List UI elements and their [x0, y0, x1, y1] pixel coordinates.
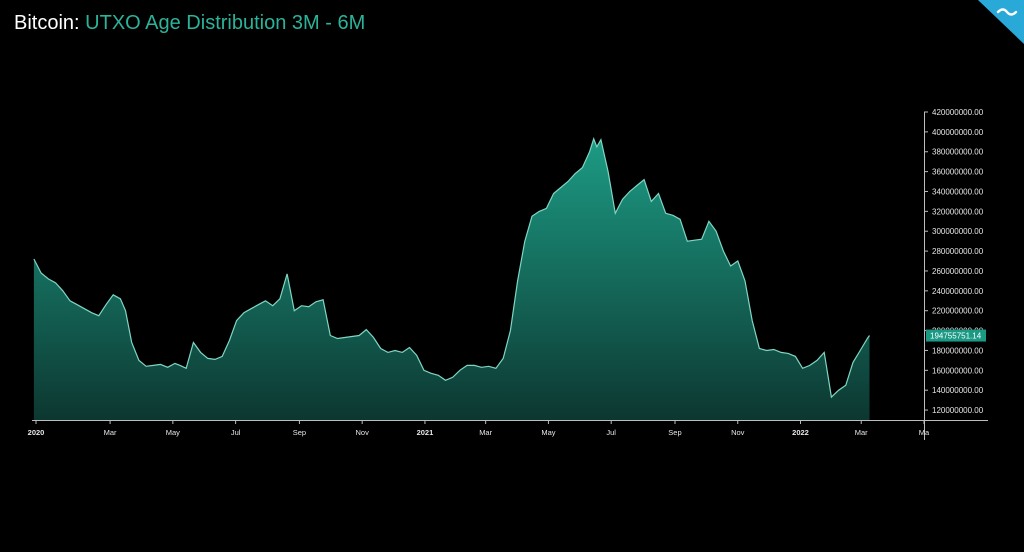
- y-tick-label: 240000000.00: [932, 287, 984, 296]
- wave-logo-icon: [978, 0, 1024, 44]
- y-tick-label: 180000000.00: [932, 346, 984, 355]
- series-area: [33, 138, 870, 421]
- x-tick-label: May: [166, 428, 180, 437]
- series-line: [33, 136, 870, 399]
- y-tick-label: 360000000.00: [932, 168, 984, 177]
- y-tick-label: 280000000.00: [932, 247, 984, 256]
- x-tick-label: Sep: [668, 428, 681, 437]
- x-tick-label: Sep: [293, 428, 306, 437]
- y-tick-label: 420000000.00: [932, 108, 984, 117]
- x-tick-label: Nov: [731, 428, 745, 437]
- x-tick-label: Mar: [104, 428, 117, 437]
- y-tick-label: 320000000.00: [932, 207, 984, 216]
- last-value-label: 194755751.14: [930, 332, 982, 341]
- x-tick-label: Mar: [479, 428, 492, 437]
- y-tick-label: 300000000.00: [932, 227, 984, 236]
- x-tick-label: Mar: [855, 428, 868, 437]
- y-tick-label: 260000000.00: [932, 267, 984, 276]
- y-tick-label: 120000000.00: [932, 406, 984, 415]
- y-tick-label: 140000000.00: [932, 386, 984, 395]
- x-tick-label: May: [541, 428, 555, 437]
- y-tick-label: 380000000.00: [932, 148, 984, 157]
- x-tick-label: Jul: [606, 428, 616, 437]
- chart-title-sub: UTXO Age Distribution 3M - 6M: [85, 12, 366, 34]
- chart-title: Bitcoin: UTXO Age Distribution 3M - 6M: [14, 10, 365, 36]
- y-tick-label: 220000000.00: [932, 307, 984, 316]
- x-tick-label: Ma: [919, 428, 930, 437]
- x-tick-label: 2021: [417, 428, 434, 437]
- y-tick-label: 160000000.00: [932, 366, 984, 375]
- last-value-badge: [926, 329, 986, 342]
- x-tick-label: Jul: [231, 428, 241, 437]
- x-tick-label: Nov: [356, 428, 370, 437]
- y-tick-label: 340000000.00: [932, 187, 984, 196]
- y-tick-label: 400000000.00: [932, 128, 984, 137]
- x-tick-label: 2020: [28, 428, 45, 437]
- x-tick-label: 2022: [792, 428, 809, 437]
- chart-title-lead: Bitcoin:: [14, 12, 80, 34]
